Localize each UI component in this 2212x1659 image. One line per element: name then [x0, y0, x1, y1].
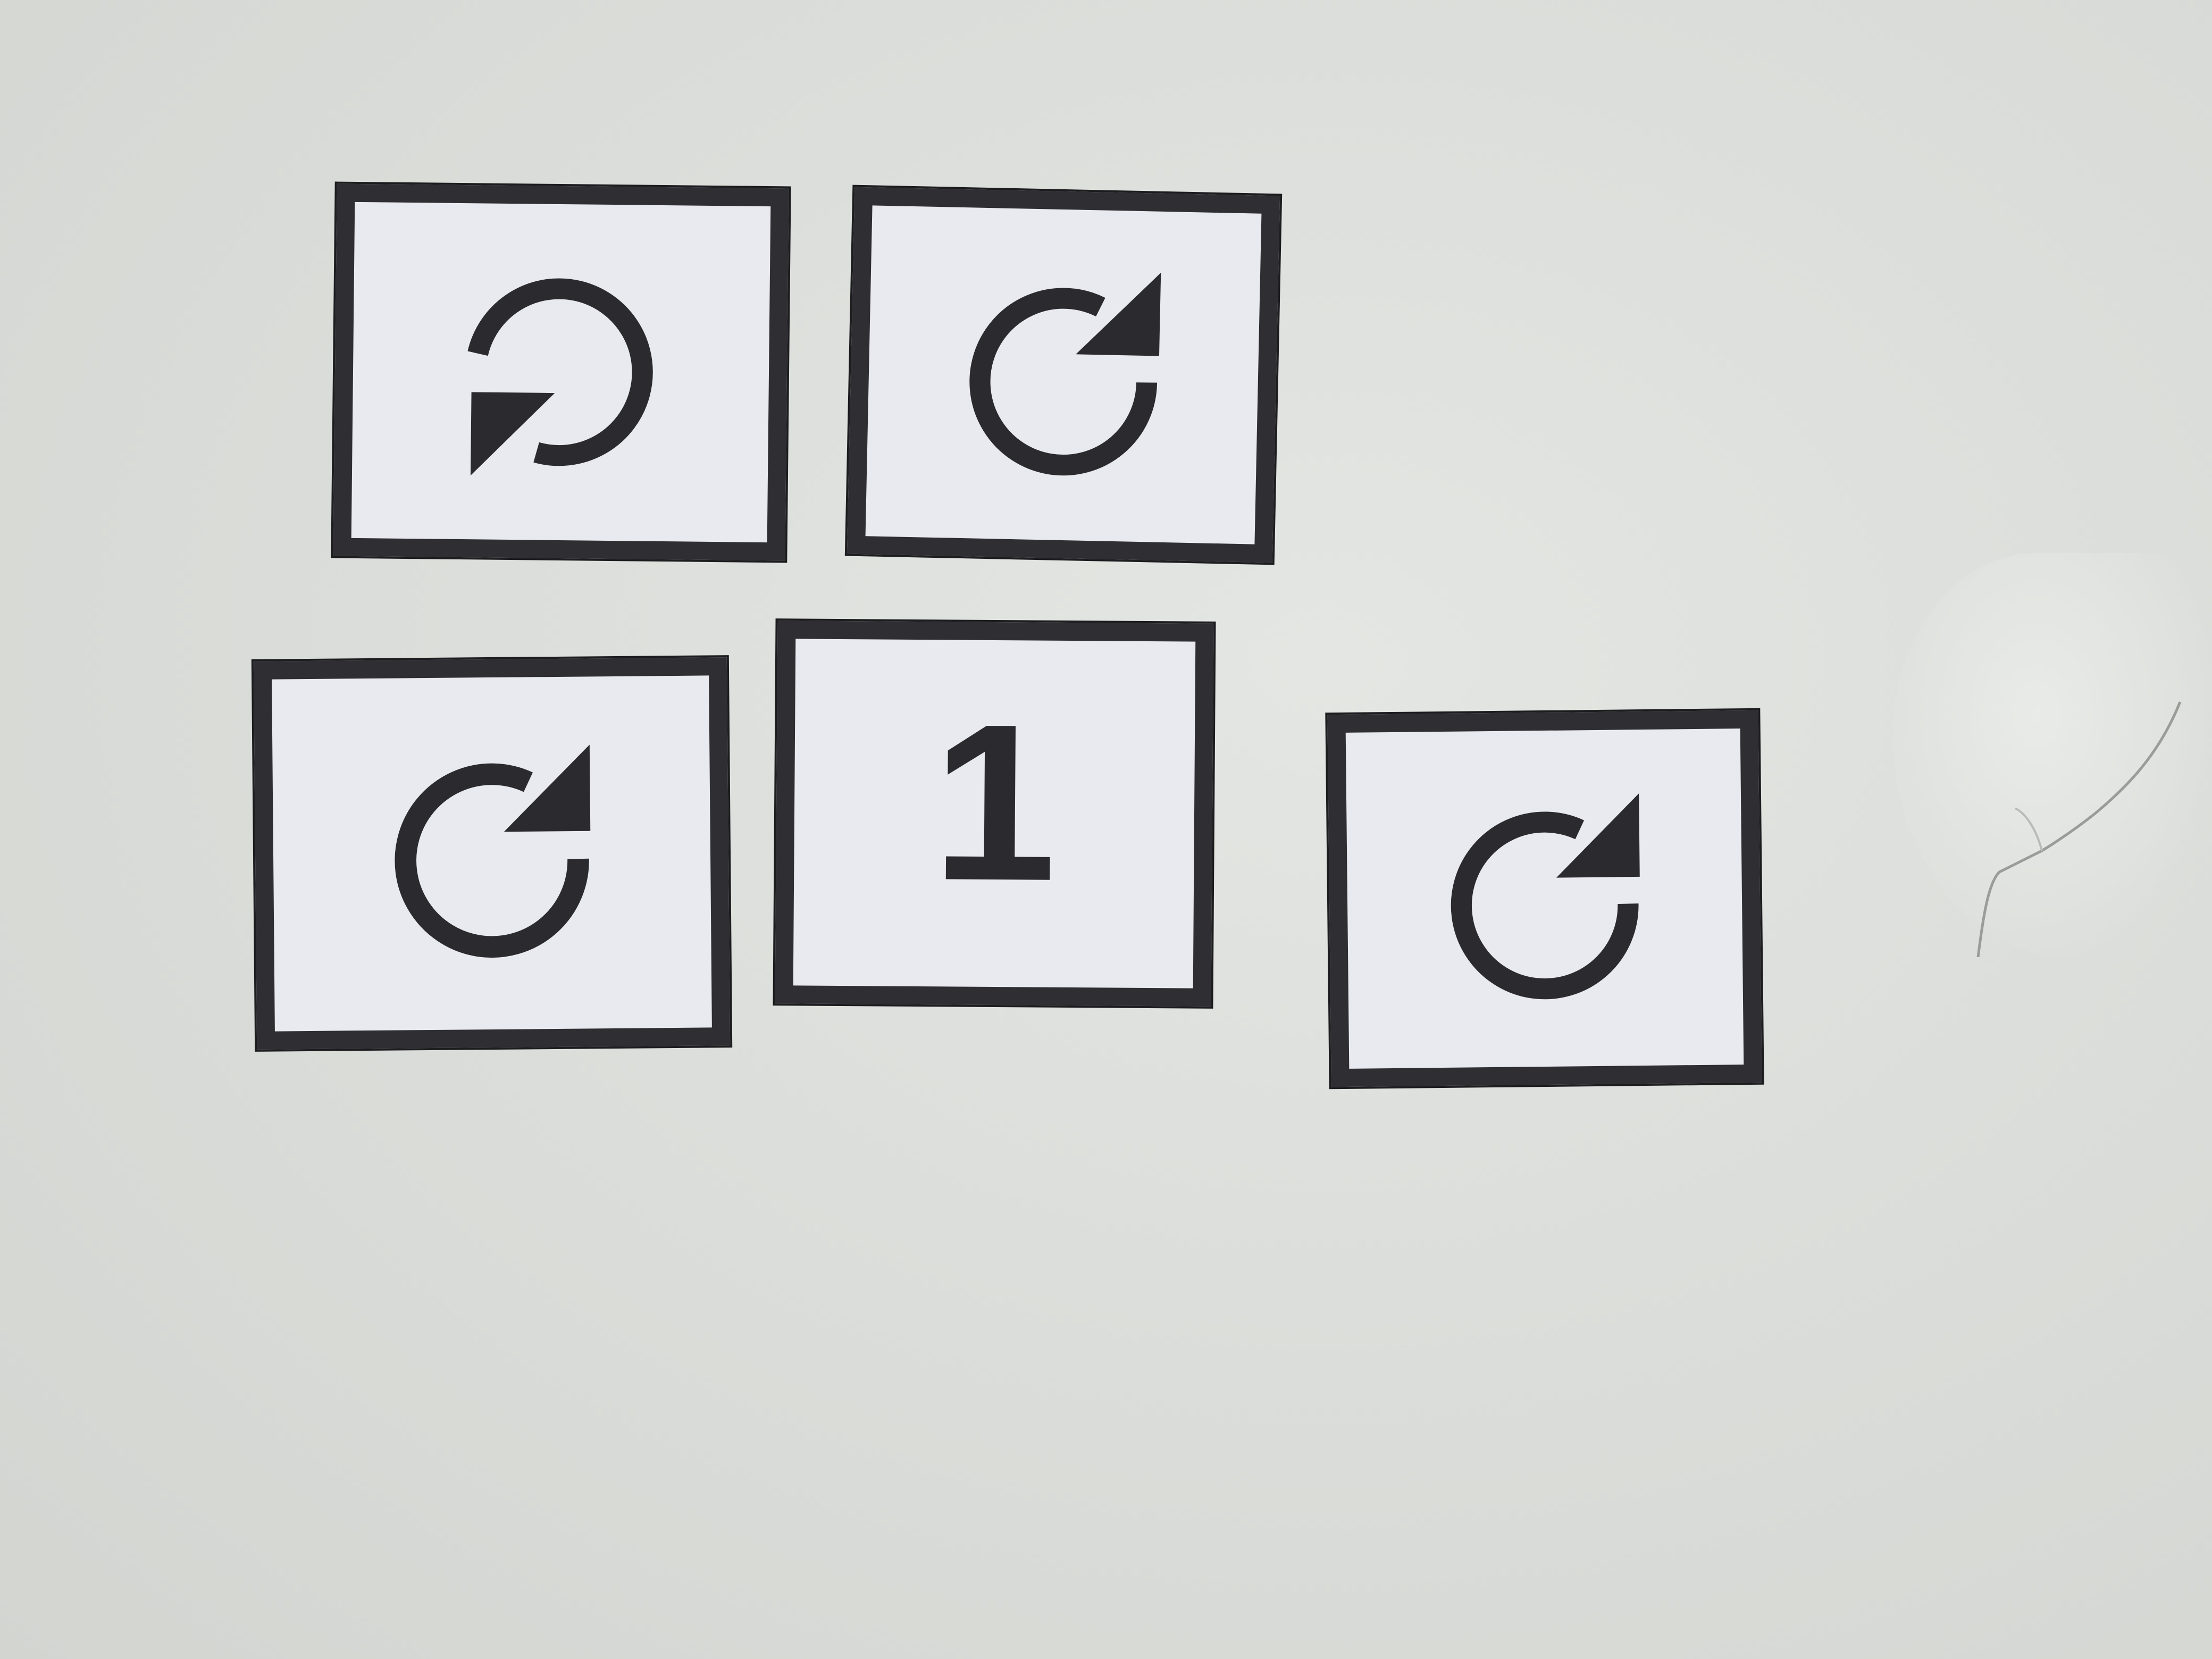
card-rotate-clockwise-right	[1327, 710, 1762, 1087]
peeled-paint-patch	[1893, 553, 2212, 957]
card-rotate-counterclockwise	[333, 183, 789, 561]
card-number-text: 1	[931, 677, 1058, 928]
rotate-counterclockwise-icon	[467, 278, 653, 476]
card-rotate-clockwise-left	[253, 657, 731, 1050]
card-rotate-clockwise-top	[847, 187, 1280, 563]
rotate-clockwise-icon	[395, 744, 591, 958]
card-number: 1	[775, 621, 1214, 1007]
paint-crack	[1976, 701, 2182, 958]
rotate-clockwise-icon	[969, 272, 1161, 476]
rotate-clockwise-icon	[1451, 793, 1640, 1000]
